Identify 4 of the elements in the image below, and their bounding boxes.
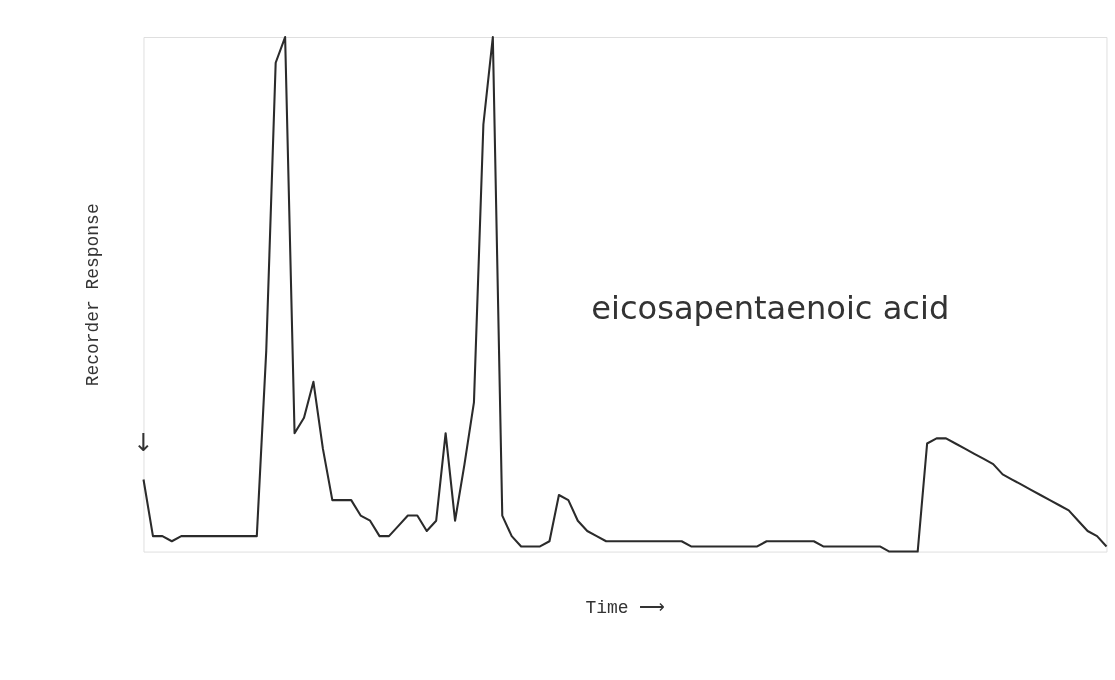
y-axis-title: Recorder Response [82, 203, 103, 387]
annotation: ↓ [133, 428, 154, 458]
annotation: eicosapentaenoic acid [591, 289, 950, 328]
x-axis-title: Time ⟶ [585, 598, 666, 619]
